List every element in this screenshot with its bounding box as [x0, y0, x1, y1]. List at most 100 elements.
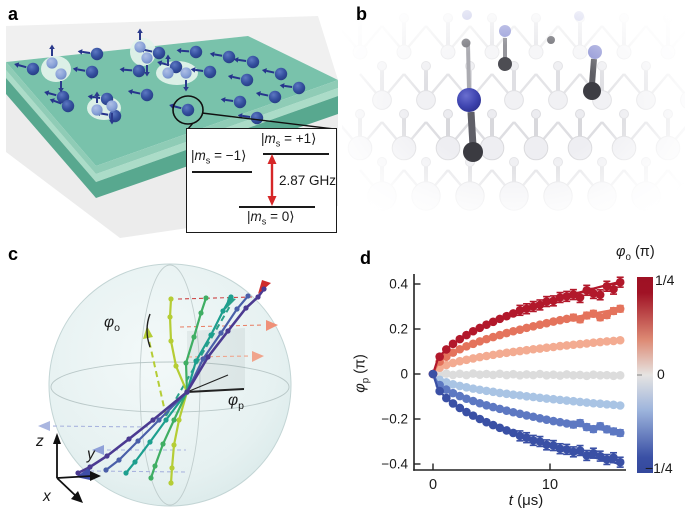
- data-point: [549, 416, 558, 426]
- panel-b-diamond-lattice: [342, 0, 685, 240]
- lattice-atom: [396, 44, 412, 60]
- trajectory-dot: [156, 417, 162, 423]
- data-point: [515, 391, 525, 400]
- spin-sphere-light: [106, 100, 118, 112]
- data-point: [582, 451, 592, 460]
- spin-sphere-light: [162, 67, 174, 79]
- lattice-atom: [479, 135, 505, 161]
- data-point: [502, 406, 511, 415]
- data-point: [502, 311, 511, 321]
- data-point: [569, 420, 578, 429]
- lattice-atom: [504, 90, 524, 110]
- data-point: [448, 380, 458, 389]
- lattice-atom: [572, 44, 588, 60]
- data-point: [448, 388, 458, 398]
- trajectory-dot: [104, 453, 110, 459]
- latitude-dashed-lavender-1: [45, 425, 151, 428]
- lattice-atom: [660, 44, 676, 60]
- transition-frequency: 2.87 GHz: [279, 173, 337, 188]
- data-point: [535, 414, 545, 423]
- lattice-atom: [675, 182, 685, 210]
- data-point: [502, 370, 511, 380]
- data-point: [549, 317, 558, 326]
- data-point: [455, 381, 465, 391]
- data-point: [589, 424, 598, 434]
- panel-b-label: b: [356, 4, 367, 24]
- spin-arrow: [225, 98, 234, 103]
- data-point: [575, 397, 585, 407]
- data-point: [522, 411, 531, 420]
- data-point: [589, 338, 598, 348]
- data-point: [549, 441, 558, 450]
- data-point: [562, 445, 572, 454]
- spin-sphere-dark: [181, 103, 195, 117]
- data-point: [468, 384, 478, 393]
- spin-arrow: [242, 114, 251, 119]
- data-point: [528, 436, 538, 445]
- angle-plane-patch: [187, 328, 245, 392]
- spin-arrowhead: [183, 87, 189, 92]
- trajectory-dot: [168, 338, 174, 344]
- data-point: [535, 393, 545, 403]
- data-point: [575, 339, 585, 349]
- spin-sphere-dark: [222, 50, 236, 64]
- spin-arrowhead: [49, 98, 55, 104]
- data-point: [475, 370, 485, 379]
- trajectory-dot: [116, 457, 122, 463]
- data-point: [448, 358, 458, 368]
- phi-o-label: φo: [104, 314, 120, 335]
- spin-arrowhead: [49, 44, 55, 49]
- spin-arrowhead: [279, 83, 285, 89]
- lattice-row: [342, 13, 685, 60]
- data-point: [455, 334, 465, 344]
- spin-arrowhead: [157, 60, 163, 66]
- lattice-atom-small: [377, 157, 387, 167]
- trajectory-dot: [261, 286, 267, 292]
- data-point: [602, 310, 612, 320]
- lavender-arrow-1: [38, 421, 50, 431]
- equator-line: [50, 361, 290, 413]
- data-point: [522, 345, 531, 355]
- trajectory-dot: [255, 294, 261, 300]
- spin-sphere-light: [141, 52, 153, 64]
- data-point: [462, 330, 471, 340]
- data-point: [515, 346, 525, 356]
- level-minus1-line: [192, 171, 252, 173]
- trajectory-dot: [152, 463, 158, 469]
- data-point: [575, 446, 585, 455]
- trajectory-dot: [103, 467, 109, 473]
- transition-arrow-top: [267, 154, 277, 164]
- data-point: [462, 342, 471, 351]
- data-point: [562, 396, 572, 405]
- data-point: [522, 370, 531, 379]
- data-point: [515, 306, 525, 315]
- data-point: [595, 421, 605, 431]
- data-point: [555, 395, 565, 405]
- data-point: [488, 350, 498, 360]
- x-axis-arrowhead: [71, 491, 83, 503]
- data-point: [615, 304, 625, 314]
- data-point: [555, 444, 565, 453]
- lattice-atom-small: [597, 157, 607, 167]
- data-point: [582, 339, 592, 348]
- lattice-atom-small: [443, 13, 453, 23]
- data-point: [502, 328, 511, 338]
- spin-sphere-light: [46, 57, 58, 69]
- lattice-atom: [587, 181, 617, 211]
- trajectory-dot: [126, 436, 132, 442]
- data-point: [535, 344, 545, 353]
- data-point: [582, 371, 592, 381]
- colorbar: [637, 277, 653, 473]
- spin-arrowhead: [72, 66, 78, 73]
- panel-c-label: c: [8, 244, 19, 264]
- y-axis-line: [56, 475, 93, 479]
- lattice-atom: [440, 44, 456, 60]
- latitude-dashed-red-2: [179, 324, 265, 328]
- data-point: [555, 315, 565, 325]
- spin-arrow: [144, 48, 153, 53]
- data-point: [542, 440, 551, 450]
- data-point: [582, 311, 592, 320]
- lattice-atom: [631, 181, 661, 211]
- data-point: [462, 407, 471, 417]
